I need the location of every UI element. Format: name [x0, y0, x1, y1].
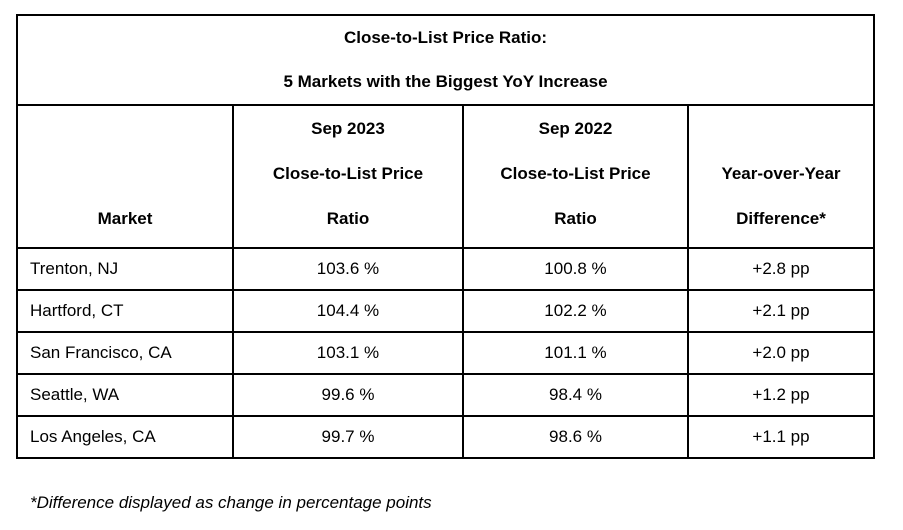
column-header-market-label: Market	[97, 209, 153, 228]
table-row: Los Angeles, CA 99.7 % 98.6 % +1.1 pp	[16, 415, 875, 459]
close-to-list-price-ratio-table: Close-to-List Price Ratio: 5 Markets wit…	[16, 14, 875, 459]
market-cell: Trenton, NJ	[16, 247, 234, 291]
table-title-line2: 5 Markets with the Biggest YoY Increase	[283, 72, 608, 91]
column-header-market: Market	[16, 104, 234, 249]
sep-2022-value: 98.6 %	[462, 415, 689, 459]
sep-2023-value: 99.7 %	[232, 415, 464, 459]
table-title: Close-to-List Price Ratio: 5 Markets wit…	[16, 14, 875, 106]
header-line: Ratio	[326, 209, 370, 228]
yoy-difference-value: +1.2 pp	[687, 373, 875, 417]
header-line: Difference*	[736, 209, 826, 228]
yoy-difference-value: +2.0 pp	[687, 331, 875, 375]
column-header-sep-2022: Sep 2022 Close-to-List Price Ratio	[462, 104, 689, 249]
header-row: Market Sep 2023 Close-to-List Price Rati…	[16, 104, 875, 249]
header-line: Year-over-Year	[721, 164, 841, 183]
table-row: San Francisco, CA 103.1 % 101.1 % +2.0 p…	[16, 331, 875, 375]
sep-2023-value: 103.1 %	[232, 331, 464, 375]
title-row: Close-to-List Price Ratio: 5 Markets wit…	[16, 14, 875, 106]
header-line: Close-to-List Price	[272, 164, 424, 183]
header-line: Close-to-List Price	[500, 164, 651, 183]
yoy-difference-value: +1.1 pp	[687, 415, 875, 459]
sep-2022-value: 102.2 %	[462, 289, 689, 333]
header-line: Ratio	[554, 209, 597, 228]
column-header-sep-2023: Sep 2023 Close-to-List Price Ratio	[232, 104, 464, 249]
yoy-difference-value: +2.1 pp	[687, 289, 875, 333]
header-line: Sep 2022	[538, 119, 613, 138]
yoy-difference-value: +2.8 pp	[687, 247, 875, 291]
market-cell: Hartford, CT	[16, 289, 234, 333]
market-cell: Seattle, WA	[16, 373, 234, 417]
market-cell: Los Angeles, CA	[16, 415, 234, 459]
table-title-line1: Close-to-List Price Ratio:	[343, 28, 548, 47]
header-line: Sep 2023	[311, 119, 385, 138]
footnote: *Difference displayed as change in perce…	[30, 493, 432, 512]
sep-2022-value: 98.4 %	[462, 373, 689, 417]
sep-2022-value: 100.8 %	[462, 247, 689, 291]
column-header-yoy-difference: Year-over-Year Difference*	[687, 104, 875, 249]
sep-2023-value: 104.4 %	[232, 289, 464, 333]
sep-2023-value: 99.6 %	[232, 373, 464, 417]
table-row: Hartford, CT 104.4 % 102.2 % +2.1 pp	[16, 289, 875, 333]
sep-2022-value: 101.1 %	[462, 331, 689, 375]
table-row: Seattle, WA 99.6 % 98.4 % +1.2 pp	[16, 373, 875, 417]
market-cell: San Francisco, CA	[16, 331, 234, 375]
sep-2023-value: 103.6 %	[232, 247, 464, 291]
table-row: Trenton, NJ 103.6 % 100.8 % +2.8 pp	[16, 247, 875, 291]
